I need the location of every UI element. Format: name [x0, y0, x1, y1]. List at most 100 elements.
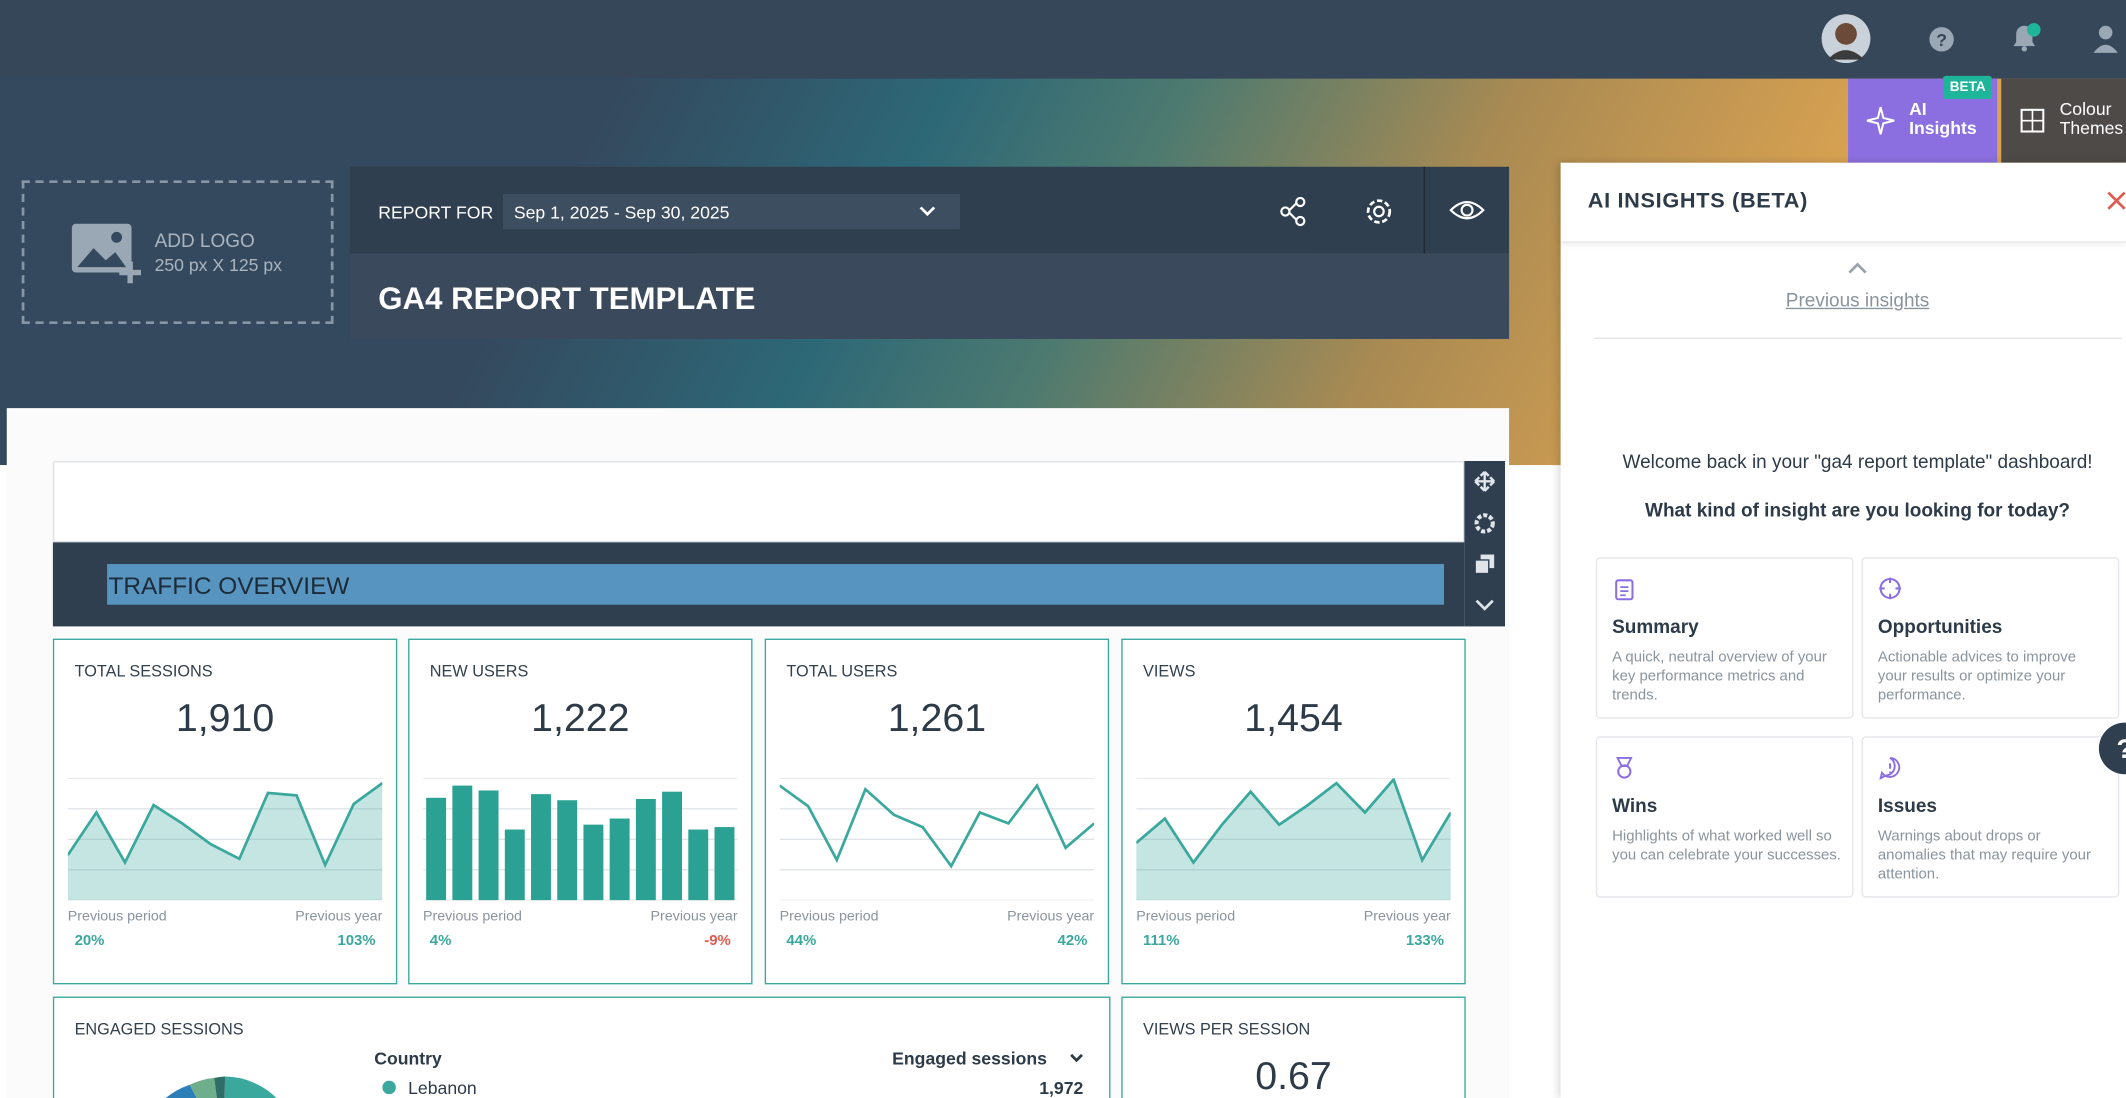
bar — [688, 829, 709, 901]
welcome-text: Welcome back in your "ga4 report templat… — [1622, 450, 2093, 472]
insight-icon — [1616, 756, 1633, 779]
question-text: What kind of insight are you looking for… — [1645, 498, 2071, 521]
widget-toolbar — [1464, 460, 1506, 627]
bar — [714, 827, 735, 901]
previous-year-change: 103% — [337, 932, 376, 950]
bar — [504, 829, 525, 901]
previous-period-label: Previous period — [779, 908, 879, 925]
kpi-card: NEW USERS 1,222 Previous period Previous ye… — [408, 638, 753, 985]
top-bar: ? — [0, 0, 2126, 79]
row-label: Lebanon — [408, 1077, 477, 1098]
image-icon — [71, 223, 142, 284]
bar — [662, 791, 683, 901]
panel-title: AI INSIGHTS (BETA) — [1587, 189, 1809, 213]
bar — [531, 794, 551, 901]
insight-title: Summary — [1612, 615, 1699, 638]
header-title-bar: GA4 REPORT TEMPLATE — [349, 253, 1510, 339]
line — [67, 782, 383, 869]
insight-option[interactable]: Wins Highlights of what worked well so yo… — [1595, 736, 1854, 898]
colour-themes-button[interactable]: Colour Themes — [2001, 78, 2126, 163]
bar — [452, 785, 473, 901]
move-icon[interactable] — [1474, 470, 1496, 492]
sort-icon[interactable] — [1068, 1052, 1084, 1066]
logo-label: ADD LOGO — [154, 229, 255, 251]
row-value: 1,972 — [1039, 1077, 1084, 1098]
insight-title: Issues — [1877, 794, 1937, 817]
insight-option[interactable]: Opportunities Actionable advices to impro… — [1861, 557, 2120, 719]
section-header: TRAFFIC OVERVIEW — [52, 542, 1465, 627]
card-label: TOTAL SESSIONS — [74, 661, 213, 681]
sparkline-chart — [779, 778, 1095, 901]
previous-year-label: Previous year — [1363, 908, 1451, 925]
card-label: VIEWS PER SESSION — [1142, 1019, 1311, 1039]
previous-period-change: 111% — [1142, 932, 1180, 950]
sparkline-chart — [1136, 778, 1451, 901]
insight-title: Opportunities — [1877, 615, 2003, 638]
insight-option[interactable]: Issues Warnings about drops or anomalies … — [1861, 736, 2120, 898]
previous-year-label: Previous year — [295, 908, 383, 925]
previous-insights-link[interactable]: Previous insights — [1785, 288, 1930, 311]
close-icon[interactable] — [2106, 190, 2126, 212]
insight-icon — [1879, 577, 1901, 600]
divider — [1423, 166, 1426, 254]
section-title: TRAFFIC OVERVIEW — [108, 572, 350, 600]
previous-period-change: 44% — [786, 932, 817, 950]
previous-period-change: 20% — [74, 932, 105, 950]
logo-dropzone[interactable]: ADD LOGO 250 px X 125 px — [21, 180, 334, 325]
column-header: Country — [374, 1048, 442, 1069]
previous-year-label: Previous year — [650, 908, 738, 925]
divider — [1594, 337, 2122, 339]
insight-icon — [1615, 579, 1634, 601]
share-icon[interactable] — [1280, 196, 1307, 227]
collapse-icon[interactable] — [1474, 594, 1496, 616]
duplicate-icon[interactable] — [1474, 553, 1496, 575]
bar — [557, 800, 578, 901]
help-bubble[interactable]: ? — [2098, 721, 2126, 775]
previous-year-change: 42% — [1057, 932, 1088, 950]
insight-option[interactable]: Summary A quick, neutral overview of your… — [1595, 557, 1854, 719]
user-icon[interactable] — [2092, 24, 2119, 54]
avatar[interactable] — [1821, 14, 1871, 64]
card-value: 0.67 — [1255, 1054, 1332, 1098]
kpi-card: TOTAL SESSIONS 1,910 Previous period Previo… — [52, 638, 398, 985]
previous-period-change: 4% — [429, 932, 452, 950]
chevron-up[interactable] — [1847, 262, 1869, 276]
previous-year-label: Previous year — [1007, 908, 1095, 925]
report-for-label: REPORT FOR — [378, 202, 494, 223]
settings-icon[interactable] — [1364, 197, 1394, 227]
ai-insights-button[interactable]: AI Insights BETA — [1848, 75, 1998, 163]
beta-badge: BETA — [1942, 75, 1993, 99]
sparkle-icon — [1866, 106, 1895, 135]
card-label: ENGAGED SESSIONS — [74, 1019, 244, 1039]
notifications-icon[interactable] — [2008, 19, 2043, 54]
ai-insights-panel: AI INSIGHTS (BETA) Previous insights Wel… — [1560, 162, 2126, 1098]
preview-icon[interactable] — [1449, 197, 1485, 224]
previous-period-label: Previous period — [67, 908, 167, 925]
kpi-card: VIEWS 1,454 Previous period Previous year 11… — [1121, 638, 1466, 985]
previous-period-label: Previous period — [1136, 908, 1236, 925]
report-title: GA4 REPORT TEMPLATE — [378, 280, 756, 316]
pie-chart-fragment — [165, 1076, 277, 1098]
kpi-card: TOTAL USERS 1,261 Previous period Previous … — [764, 638, 1110, 985]
sparkline-chart — [67, 778, 383, 901]
section-title-input[interactable]: TRAFFIC OVERVIEW — [107, 564, 1445, 605]
header-toolbar: REPORT FOR Sep 1, 2025 - Sep 30, 2025 — [349, 166, 1510, 254]
insight-description: Actionable advices to improve your resul… — [1877, 649, 2077, 704]
previous-year-change: 133% — [1405, 932, 1445, 950]
insight-title: Wins — [1612, 794, 1658, 817]
widget-spacer — [52, 460, 1465, 543]
date-range-dropdown[interactable]: Sep 1, 2025 - Sep 30, 2025 — [503, 193, 960, 230]
insight-icon — [1879, 756, 1901, 780]
settings-icon[interactable] — [1474, 513, 1496, 535]
help-icon[interactable]: ? — [1928, 26, 1955, 53]
card-value: 1,261 — [887, 696, 987, 741]
column-header[interactable]: Engaged sessions — [892, 1048, 1047, 1069]
sparkline-chart — [423, 778, 738, 901]
button-label: Colour Themes — [2059, 98, 2124, 139]
insight-description: Highlights of what worked well so you ca… — [1612, 828, 1841, 864]
views-per-session-card: VIEWS PER SESSION 0.67 — [1121, 996, 1466, 1098]
bar — [583, 824, 604, 901]
bar — [426, 797, 447, 901]
